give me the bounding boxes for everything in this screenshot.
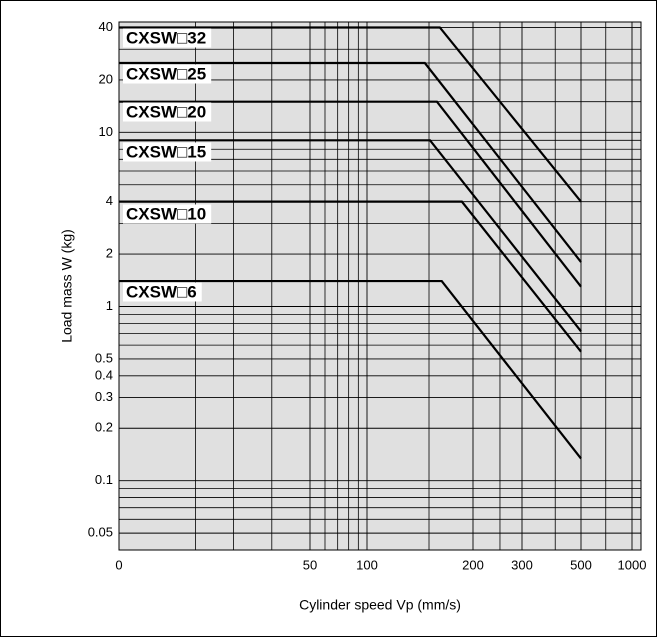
y-tick-label: 4: [106, 193, 113, 208]
label-background: [123, 64, 212, 84]
x-tick-label: 200: [462, 557, 484, 572]
x-tick-label: 50: [303, 557, 317, 572]
series-line: [119, 139, 582, 333]
series-label: CXSW□32: [126, 28, 206, 47]
label-background: [123, 142, 212, 162]
x-tick-label: 500: [570, 557, 592, 572]
series-line: [119, 279, 582, 460]
label-background: [123, 204, 212, 224]
y-tick-label: 10: [99, 124, 113, 139]
x-tick-label: 100: [356, 557, 378, 572]
y-axis-label: Load mass W (kg): [59, 229, 75, 343]
series-label: CXSW□25: [126, 64, 206, 83]
series-label: CXSW□10: [126, 204, 206, 223]
series-label: CXSW□6: [126, 282, 197, 301]
label-background: [123, 282, 202, 302]
x-tick-label: 1000: [618, 557, 647, 572]
y-tick-label: 0.4: [95, 367, 113, 382]
y-tick-label: 1: [106, 298, 113, 313]
series-line: [119, 100, 582, 288]
x-tick-label: 0: [115, 557, 122, 572]
y-tick-label: 40: [99, 19, 113, 34]
series-label: CXSW□20: [126, 102, 206, 121]
y-tick-label: 0.05: [88, 525, 113, 540]
label-background: [123, 28, 212, 48]
y-tick-label: 20: [99, 71, 113, 86]
series-line: [119, 61, 582, 263]
series-line: [119, 26, 582, 203]
plot-border: [118, 21, 642, 551]
x-tick-label: 300: [511, 557, 533, 572]
y-tick-label: 0.3: [95, 389, 113, 404]
series-line: [119, 200, 582, 353]
y-tick-label: 2: [106, 246, 113, 261]
x-axis-label: Cylinder speed Vp (mm/s): [299, 597, 461, 613]
label-background: [123, 102, 212, 122]
series-label: CXSW□15: [126, 142, 206, 161]
y-tick-label: 0.5: [95, 350, 113, 365]
y-tick-label: 0.1: [95, 472, 113, 487]
y-tick-label: 0.2: [95, 420, 113, 435]
